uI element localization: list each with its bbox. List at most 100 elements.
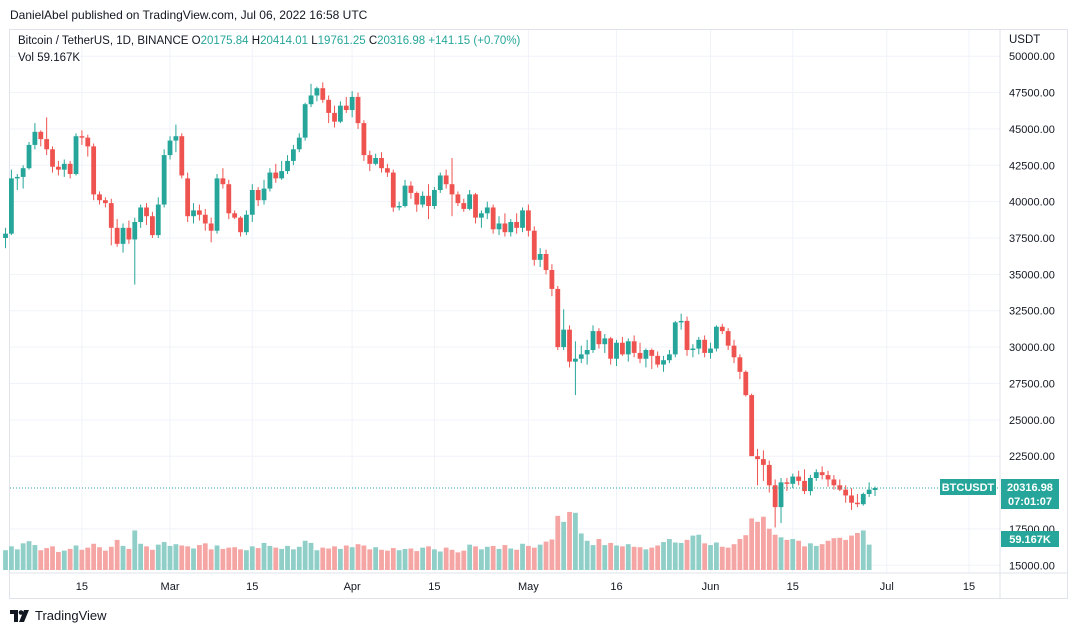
candle-92 xyxy=(543,249,549,275)
candle-55 xyxy=(326,95,332,124)
volume-bar-132 xyxy=(778,537,784,570)
candle-118 xyxy=(696,336,702,355)
candle-100 xyxy=(590,325,596,353)
candle-74 xyxy=(437,172,443,193)
volume-label: Vol xyxy=(18,52,34,64)
volume-bar-51 xyxy=(302,540,308,570)
volume-bar-99 xyxy=(584,540,590,570)
candle-1 xyxy=(9,169,14,236)
candle-131 xyxy=(772,479,778,528)
candle-116 xyxy=(684,316,690,356)
tradingview-logo-text: TradingView xyxy=(35,608,107,623)
volume-bar-78 xyxy=(461,550,467,570)
volume-bar-113 xyxy=(667,539,672,570)
candle-102 xyxy=(602,334,608,353)
candle-135 xyxy=(796,470,802,486)
candle-105 xyxy=(620,336,625,356)
volume-bar-120 xyxy=(708,545,713,570)
candle-47 xyxy=(279,160,285,180)
candle-80 xyxy=(473,192,478,224)
volume-bar-31 xyxy=(185,546,191,570)
candle-103 xyxy=(608,336,614,365)
candle-7 xyxy=(44,117,50,156)
volume-bar-138 xyxy=(813,545,819,570)
candle-109 xyxy=(643,348,649,368)
candle-133 xyxy=(784,478,790,492)
candle-17 xyxy=(103,197,108,208)
volume-bar-26 xyxy=(155,544,161,570)
y-tick-label-10: 25000.00 xyxy=(1009,415,1055,427)
candle-69 xyxy=(408,181,414,199)
volume-bar-20 xyxy=(120,545,126,570)
candle-11 xyxy=(67,160,73,179)
volume-bar-57 xyxy=(338,548,343,570)
candle-96 xyxy=(567,325,572,368)
candle-33 xyxy=(197,204,202,221)
tradingview-logo[interactable]: TradingView xyxy=(10,608,107,623)
candle-43 xyxy=(255,187,261,207)
candle-119 xyxy=(702,335,708,358)
candle-136 xyxy=(802,469,807,495)
volume-bar-16 xyxy=(97,547,102,570)
candle-64 xyxy=(379,152,384,173)
candle-83 xyxy=(490,204,496,234)
x-tick-label-6: 16 xyxy=(610,581,622,593)
candle-111 xyxy=(655,351,661,368)
volume-bar-19 xyxy=(114,539,120,570)
candle-68 xyxy=(402,179,408,208)
low-label: L xyxy=(311,35,318,47)
volume-bar-88 xyxy=(520,543,525,570)
volume-bar-72 xyxy=(426,546,431,570)
volume-bar-142 xyxy=(837,537,843,570)
candle-88 xyxy=(520,207,525,233)
volume-bar-141 xyxy=(831,538,837,570)
volume-bar-3 xyxy=(20,543,26,570)
candle-44 xyxy=(261,179,267,205)
volume-bar-103 xyxy=(608,542,614,570)
candle-126 xyxy=(743,370,749,397)
candle-53 xyxy=(314,86,320,102)
candle-5 xyxy=(32,123,38,150)
volume-bar-146 xyxy=(860,530,866,570)
high-label: H xyxy=(251,35,261,47)
symbol-badge-text: BTCUSDT xyxy=(942,482,995,494)
candle-16 xyxy=(97,191,102,205)
volume-bar-77 xyxy=(455,552,461,570)
x-tick-label-4: 15 xyxy=(428,581,440,593)
candle-106 xyxy=(625,338,631,362)
candle-39 xyxy=(232,210,238,220)
volume-bar-133 xyxy=(784,539,790,570)
volume-bar-14 xyxy=(85,547,91,570)
volume-bar-66 xyxy=(390,548,396,570)
candle-54 xyxy=(320,82,326,103)
volume-bar-10 xyxy=(61,550,67,570)
volume-bar-58 xyxy=(343,545,349,570)
volume-bar-85 xyxy=(502,545,508,570)
volume-bar-79 xyxy=(467,544,473,570)
candle-24 xyxy=(144,203,149,225)
x-tick-label-3: Apr xyxy=(344,581,361,593)
candle-147 xyxy=(866,482,872,497)
price-badge: 20316.98 07:01:07 xyxy=(1001,479,1059,509)
candle-65 xyxy=(385,163,390,177)
candle-130 xyxy=(766,460,772,493)
volume-bar-81 xyxy=(479,549,484,570)
volume-bar-73 xyxy=(432,549,437,570)
candle-70 xyxy=(414,191,420,212)
candle-8 xyxy=(50,146,55,173)
volume-bar-43 xyxy=(255,548,261,570)
y-tick-label-11: 22500.00 xyxy=(1009,451,1055,463)
volume-bar-1 xyxy=(9,546,14,570)
volume-bar-67 xyxy=(396,550,402,570)
volume-bar-49 xyxy=(291,549,296,570)
volume-bar-106 xyxy=(625,544,631,570)
volume-bar-15 xyxy=(91,543,97,570)
volume-bar-122 xyxy=(719,546,725,570)
volume-bar-44 xyxy=(261,542,267,570)
volume-bar-0 xyxy=(3,550,8,570)
volume-bar-48 xyxy=(285,545,290,570)
volume-bar-134 xyxy=(790,539,796,570)
volume-bar-145 xyxy=(855,533,860,570)
candle-52 xyxy=(308,83,314,108)
